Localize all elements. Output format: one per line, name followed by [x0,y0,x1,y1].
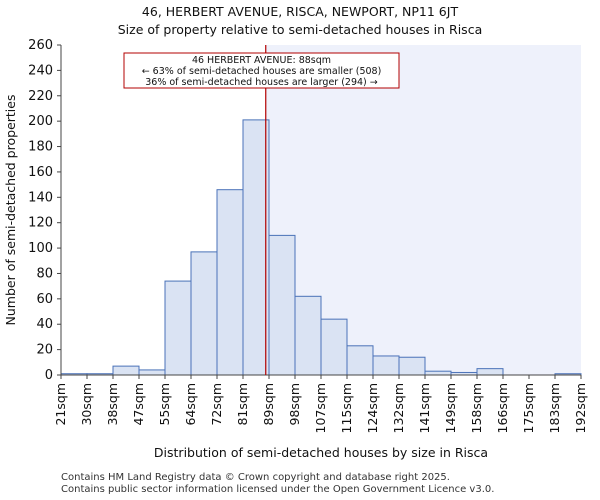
x-tick-label-124sqm: 124sqm [365,383,380,433]
x-tick-label-107sqm: 107sqm [313,383,328,433]
bar-141sqm [424,370,452,376]
bar-72sqm [216,189,244,376]
chart-title: 46, HERBERT AVENUE, RISCA, NEWPORT, NP11… [141,4,459,19]
bar-107sqm [320,318,348,376]
y-tick-label-20: 20 [36,343,53,358]
footer-line-2: Contains public sector information licen… [61,484,495,495]
y-tick-label-180: 180 [28,140,53,155]
x-tick-label-132sqm: 132sqm [391,383,406,433]
annotation-line-3: 36% of semi-detached houses are larger (… [145,77,378,88]
x-tick-label-55sqm: 55sqm [157,383,172,426]
histogram-chart: 0 20 40 60 80 100 120 140 160 180 200 220 240 260 21sq… [3,38,588,460]
annotation-line-1: 46 HERBERT AVENUE: 88sqm [192,55,331,66]
x-tick-label-38sqm: 38sqm [105,383,120,426]
bar-115sqm [346,345,374,376]
bar-89sqm [268,234,296,376]
bar-98sqm [294,295,322,376]
annotation-line-2: ← 63% of semi-detached houses are smalle… [142,66,382,77]
x-tick-label-81sqm: 81sqm [235,383,250,426]
y-tick-label-40: 40 [36,317,53,332]
y-tick-label-60: 60 [36,292,53,307]
y-tick-label-120: 120 [28,216,53,231]
bar-81sqm [242,119,270,376]
x-tick-label-175sqm: 175sqm [521,383,536,433]
x-tick-label-149sqm: 149sqm [443,383,458,433]
y-tick-label-240: 240 [28,63,53,78]
annotation-box [123,52,400,89]
bar-158sqm [476,368,504,376]
x-tick-label-166sqm: 166sqm [495,383,510,433]
y-tick-label-260: 260 [28,38,53,53]
chart-subtitle: Size of property relative to semi-detach… [117,22,483,37]
bar-38sqm [112,365,140,376]
y-tick-label-220: 220 [28,89,53,104]
y-tick-label-0: 0 [45,368,53,383]
y-tick-label-100: 100 [28,241,53,256]
y-axis-label: Number of semi-detached properties [3,95,18,326]
bar-55sqm [164,280,192,376]
x-tick-label-64sqm: 64sqm [183,383,198,426]
bar-124sqm [372,355,400,376]
x-tick-label-158sqm: 158sqm [469,383,484,433]
x-tick-label-89sqm: 89sqm [261,383,276,426]
x-tick-label-21sqm: 21sqm [53,383,68,426]
x-tick-label-141sqm: 141sqm [417,383,432,433]
x-tick-label-98sqm: 98sqm [287,383,302,426]
bar-64sqm [190,251,218,376]
x-axis-label: Distribution of semi-detached houses by … [154,445,488,460]
x-tick-label-183sqm: 183sqm [547,383,562,433]
x-tick-label-47sqm: 47sqm [131,383,146,426]
y-tick-label-200: 200 [28,114,53,129]
x-tick-label-192sqm: 192sqm [573,383,588,433]
y-tick-label-140: 140 [28,190,53,205]
bar-47sqm [138,369,166,376]
y-tick-label-80: 80 [36,266,53,281]
footer-line-1: Contains HM Land Registry data © Crown c… [61,472,450,483]
x-tick-label-72sqm: 72sqm [209,383,224,426]
x-tick-label-30sqm: 30sqm [79,383,94,426]
bar-132sqm [398,356,426,376]
y-tick-label-160: 160 [28,165,53,180]
x-tick-label-115sqm: 115sqm [339,383,354,433]
